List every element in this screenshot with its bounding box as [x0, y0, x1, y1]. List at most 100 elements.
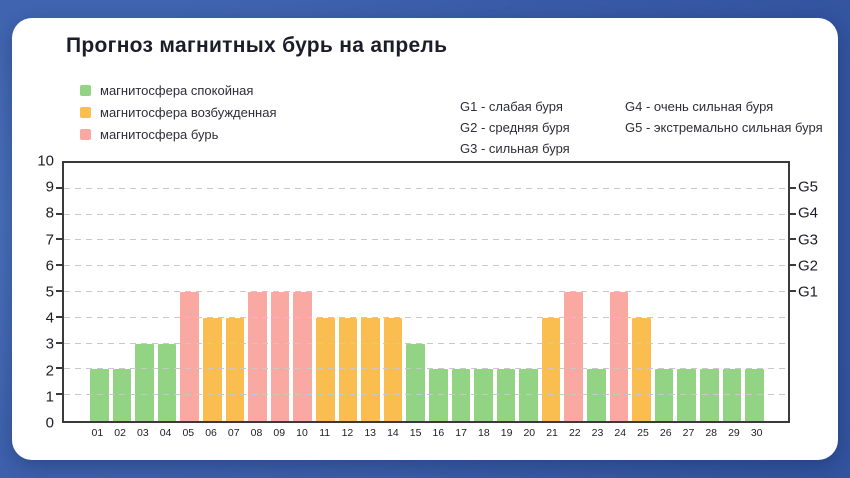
chart-legend: магнитосфера спокойная магнитосфера возб…: [80, 79, 277, 145]
x-label-08: 08: [250, 427, 263, 439]
legend-label: магнитосфера бурь: [100, 126, 219, 142]
x-label-11: 11: [319, 427, 331, 439]
bar-day-07: [225, 317, 245, 421]
bar-day-08: [248, 292, 267, 421]
y-label-0: 0: [45, 414, 54, 432]
x-label-25: 25: [637, 427, 649, 439]
right-label-G3: G3: [798, 231, 819, 249]
bar-day-12: [338, 317, 358, 421]
bar-day-26: [654, 369, 674, 421]
excited-swatch-icon: [80, 106, 91, 118]
legend-label: магнитосфера спокойная: [100, 82, 254, 98]
x-label-03: 03: [136, 427, 149, 439]
bar-day-27: [677, 369, 697, 421]
y-label-2: 2: [45, 362, 54, 380]
legend-item-quiet: магнитосфера спокойная: [80, 79, 277, 101]
y-axis-labels: 0 1 2 3 4 5 6 7 8 9 10: [12, 154, 54, 431]
right-axis-labels: G5 G4 G3 G2 G1: [798, 161, 838, 423]
right-tick-G3: [790, 238, 796, 241]
x-label-07: 07: [227, 427, 240, 439]
x-label-14: 14: [387, 427, 399, 439]
right-label-G5: G5: [798, 178, 819, 196]
y-label-3: 3: [45, 335, 54, 353]
bar-day-16: [428, 369, 448, 421]
storm-swatch-icon: [80, 128, 91, 140]
x-label-15: 15: [409, 427, 422, 439]
right-tick-G2: [790, 264, 796, 267]
x-label-27: 27: [682, 427, 695, 439]
right-tick-G4: [790, 212, 796, 215]
bar-day-14: [383, 317, 403, 421]
bar-day-10: [293, 292, 312, 421]
x-label-22: 22: [568, 427, 581, 439]
bar-day-06: [202, 317, 222, 421]
x-label-30: 30: [750, 427, 763, 439]
bar-day-02: [112, 369, 132, 421]
bar-day-25: [632, 317, 651, 421]
y-label-8: 8: [45, 204, 54, 222]
right-tick-G5: [790, 186, 796, 189]
x-label-10: 10: [296, 427, 308, 439]
right-label-G4: G4: [798, 204, 819, 222]
y-tick-2: [56, 367, 62, 370]
g4-definition: G4 - очень сильная буря: [625, 99, 774, 114]
x-label-17: 17: [455, 427, 467, 439]
bar-day-11: [315, 317, 335, 421]
y-tick-1: [56, 393, 62, 396]
bar-day-03: [135, 343, 154, 421]
y-label-4: 4: [45, 309, 54, 327]
y-tick-3: [56, 341, 62, 344]
quiet-swatch-icon: [80, 84, 91, 96]
bar-day-20: [519, 369, 538, 421]
x-label-13: 13: [364, 427, 377, 439]
bar-day-19: [496, 369, 516, 421]
y-tick-8: [56, 212, 62, 215]
bar-day-15: [406, 343, 425, 421]
x-label-20: 20: [523, 427, 536, 439]
x-label-01: 01: [91, 427, 104, 439]
y-tick-9: [56, 186, 62, 189]
x-label-23: 23: [591, 427, 604, 439]
y-label-7: 7: [45, 231, 54, 249]
y-label-6: 6: [45, 257, 54, 275]
right-tick-G1: [790, 290, 796, 292]
x-label-29: 29: [728, 427, 740, 439]
x-label-19: 19: [500, 427, 513, 439]
y-label-1: 1: [45, 388, 54, 406]
y-tick-7: [56, 238, 62, 241]
right-label-G2: G2: [798, 257, 819, 275]
plot-area: [56, 161, 796, 423]
x-label-26: 26: [659, 427, 672, 439]
y-label-9: 9: [45, 178, 54, 196]
bar-day-21: [541, 317, 561, 421]
x-label-05: 05: [182, 427, 195, 439]
y-label-10: 10: [37, 152, 54, 170]
x-label-18: 18: [478, 427, 490, 439]
bar-day-05: [180, 292, 199, 421]
x-label-02: 02: [114, 427, 126, 439]
g5-definition: G5 - экстремально сильная буря: [625, 120, 823, 135]
x-label-12: 12: [341, 427, 354, 439]
g-levels-column-1: G1 - слабая буря G2 - средняя буря G3 - …: [460, 98, 620, 161]
bar-day-17: [451, 369, 471, 421]
legend-label: магнитосфера возбужденная: [100, 104, 277, 120]
g1-definition: G1 - слабая буря: [460, 99, 563, 114]
bar-day-18: [474, 369, 493, 421]
forecast-card: Прогноз магнитных бурь на апрель магнито…: [12, 18, 838, 460]
bar-day-28: [700, 369, 719, 421]
bar-day-24: [609, 292, 629, 421]
right-label-G1: G1: [798, 283, 819, 301]
y-tick-5: [56, 290, 62, 292]
g-levels-column-2: G4 - очень сильная буря G5 - экстремальн…: [625, 98, 825, 140]
x-label-21: 21: [546, 427, 558, 439]
x-label-04: 04: [159, 427, 172, 439]
g3-definition: G3 - сильная буря: [460, 141, 570, 156]
y-tick-4: [56, 315, 62, 318]
bar-day-13: [361, 317, 380, 421]
y-tick-6: [56, 264, 62, 267]
bar-day-04: [157, 343, 177, 421]
x-label-16: 16: [432, 427, 445, 439]
x-label-28: 28: [705, 427, 718, 439]
bar-day-23: [587, 369, 606, 421]
page-title: Прогноз магнитных бурь на апрель: [66, 34, 448, 57]
